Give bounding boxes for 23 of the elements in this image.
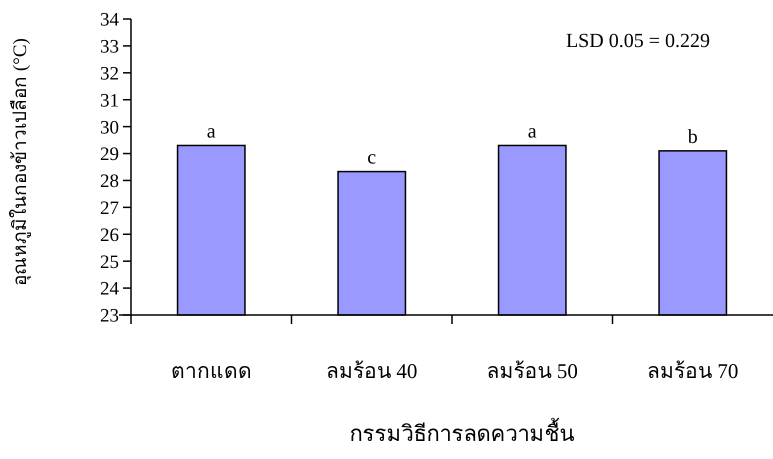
annotation: c <box>367 146 376 169</box>
y-tick-label: 31 <box>100 90 119 112</box>
y-tick-label: 29 <box>100 144 119 166</box>
annotation: a <box>528 120 537 142</box>
annotation: a <box>206 120 216 142</box>
y-tick-label: 34 <box>100 10 120 31</box>
y-tick-label: 30 <box>100 117 119 138</box>
x-tick-label: ลมร้อน 40 <box>326 359 418 383</box>
y-tick-label: 32 <box>100 63 119 84</box>
y-tick-label: 33 <box>100 36 119 58</box>
x-tick-label: ตากแดด <box>170 359 252 383</box>
x-tick-label: ลมร้อน 50 <box>486 359 578 383</box>
y-tick-label: 27 <box>100 198 119 220</box>
y-tick-label: 26 <box>100 224 119 246</box>
x-axis-title: กรรมวิธีการลดความชื้น <box>350 418 574 446</box>
y-tick-label: 23 <box>100 306 119 327</box>
x-tick-label: ลมร้อน 70 <box>647 359 738 383</box>
y-tick-label: 24 <box>100 278 120 300</box>
y-axis-title: อุณหภูมิในกองข้าวเปลือก (°C) <box>9 38 32 286</box>
annotation: LSD 0.05 = 0.229 <box>566 30 710 52</box>
y-tick-label: 28 <box>100 171 119 192</box>
annotation: b <box>688 126 698 148</box>
y-tick-label: 25 <box>100 252 119 273</box>
